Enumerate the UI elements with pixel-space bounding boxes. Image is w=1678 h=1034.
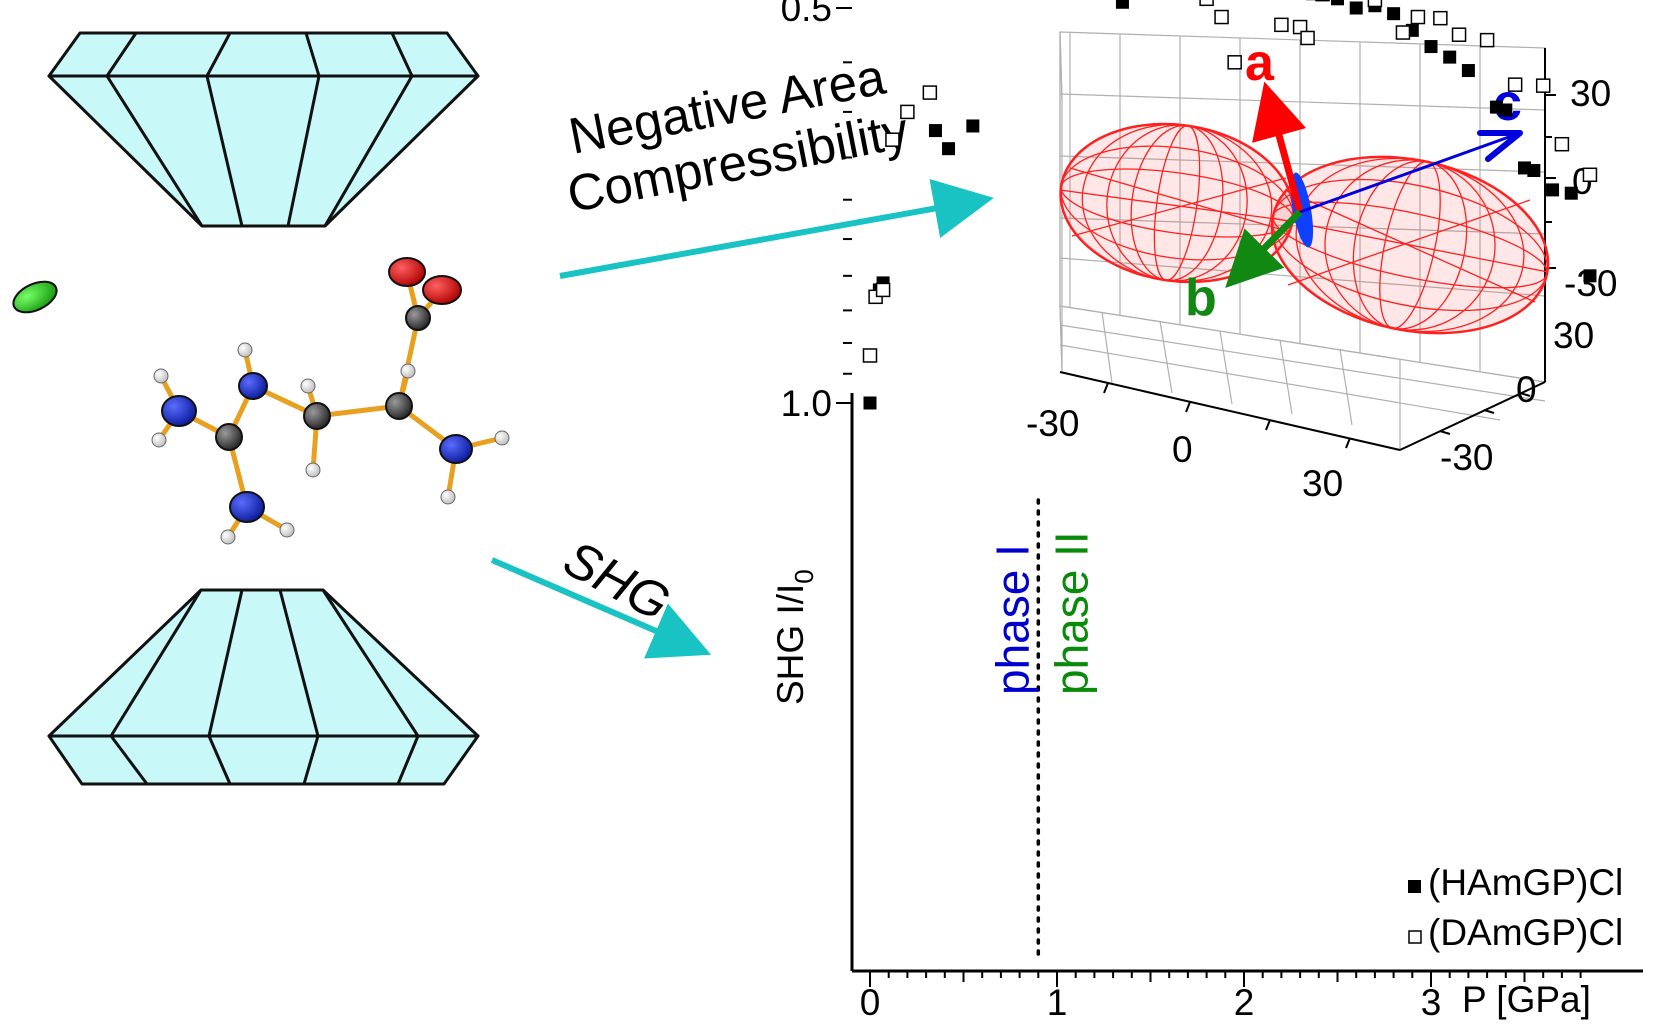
y-tick-label: 1.0 <box>781 383 832 424</box>
damgp-point <box>1300 30 1315 46</box>
damgp-point <box>900 104 915 120</box>
legend-label-hamgp: (HAmGP)Cl <box>1428 862 1623 903</box>
dtick-30: 30 <box>1553 315 1594 356</box>
x-tick-label: 3 <box>1421 982 1442 1023</box>
hamgp-point <box>1424 40 1438 54</box>
hamgp-point <box>1499 103 1513 117</box>
damgp-point <box>922 85 938 100</box>
x-tick-label: 0 <box>860 982 881 1023</box>
y-tick-label: 0.5 <box>781 0 832 29</box>
damgp-point <box>1479 32 1495 48</box>
molecule-structure <box>12 257 510 545</box>
nitrogen-atoms <box>161 372 473 523</box>
damgp-point <box>1274 17 1289 33</box>
damgp-point <box>875 282 891 298</box>
y-axis-title-main: SHG I/I <box>770 584 811 705</box>
damgp-point <box>1227 55 1242 70</box>
compressibility-label: Negative Area Compressibility <box>563 48 914 224</box>
hamgp-point <box>1564 186 1578 200</box>
shg-scatter-chart: 0 1 2 30.51.0 phase I phase II SHG I/I0 P [… <box>770 0 1643 1023</box>
oxygen-atoms <box>388 257 462 305</box>
hamgp-point <box>1331 0 1344 6</box>
dtick-neg30: -30 <box>1440 437 1493 478</box>
hamgp-point <box>1583 269 1597 283</box>
hamgp-point <box>942 142 956 156</box>
3d-tick-marks <box>1103 94 1556 449</box>
htick-neg30: -30 <box>1026 403 1079 444</box>
hamgp-point <box>1443 50 1457 64</box>
compressibility-3d-plot: a b c 30 0 -30 30 0 -30 -30 0 30 <box>1026 31 1617 504</box>
damgp-point <box>1410 9 1426 25</box>
a-axis-label: a <box>1245 34 1275 92</box>
x-tick-label: 2 <box>1234 982 1255 1023</box>
dtick-0: 0 <box>1516 369 1537 410</box>
y-axis-title-sub: 0 <box>789 569 819 583</box>
damgp-point <box>1507 77 1523 92</box>
chloride-ion <box>12 280 58 314</box>
hamgp-point <box>1387 7 1401 21</box>
damgp-point <box>1451 27 1467 42</box>
damgp-point <box>885 132 900 147</box>
damgp-point <box>1367 0 1383 8</box>
arrow-to-compressibility <box>559 178 994 279</box>
phase-2-label: phase II <box>1045 531 1097 695</box>
htick-0: 0 <box>1172 429 1193 470</box>
b-axis-label: b <box>1185 269 1217 327</box>
damgp-point <box>1292 19 1308 35</box>
shg-series <box>862 0 1598 410</box>
hamgp-point <box>1527 164 1541 178</box>
x-axis-title: P [GPa] <box>1462 979 1591 1020</box>
htick-30: 30 <box>1302 463 1343 504</box>
hydrogen-atoms <box>151 342 510 545</box>
b-axis-arrow <box>1225 209 1303 288</box>
hamgp-point <box>1115 0 1129 9</box>
damgp-point <box>862 348 878 363</box>
hamgp-point <box>966 119 980 133</box>
hamgp-point <box>863 396 877 410</box>
damgp-point <box>1535 78 1551 93</box>
legend-label-damgp: (DAmGP)Cl <box>1428 912 1623 953</box>
legend: (HAmGP)Cl (DAmGP)Cl <box>1408 862 1623 953</box>
legend-marker-hamgp <box>1408 880 1421 893</box>
arrow-to-shg <box>490 557 712 659</box>
damgp-point <box>1199 0 1214 7</box>
hamgp-point <box>1461 64 1475 78</box>
a-axis-arrow <box>1252 81 1307 213</box>
svg-text:SHG I/I0: SHG I/I0 <box>770 569 819 705</box>
top-diamond-anvil <box>47 31 480 228</box>
hamgp-point <box>1349 1 1363 15</box>
vtick-neg30: -30 <box>1564 263 1617 304</box>
damgp-point <box>1315 0 1330 2</box>
vtick-30: 30 <box>1570 73 1611 114</box>
shg-axes: 0 1 2 3 0.5 1.0 <box>781 0 1643 1023</box>
damgp-point <box>1395 25 1411 40</box>
damgp-point <box>1582 167 1598 183</box>
y-axis-title: SHG I/I0 <box>770 569 819 705</box>
hamgp-point <box>928 124 942 138</box>
x-tick-label: 1 <box>1047 982 1068 1023</box>
damgp-point <box>1214 9 1229 25</box>
c-axis-arrowhead <box>1477 130 1523 162</box>
legend-marker-damgp <box>1408 930 1422 944</box>
bottom-diamond-anvil <box>47 588 480 786</box>
phase-1-label: phase I <box>986 544 1038 695</box>
damgp-point <box>1554 136 1570 152</box>
hamgp-point <box>1546 183 1560 197</box>
carbon-atoms <box>215 305 431 451</box>
c-axis-arrow <box>1299 131 1521 214</box>
damgp-point <box>1433 10 1448 26</box>
